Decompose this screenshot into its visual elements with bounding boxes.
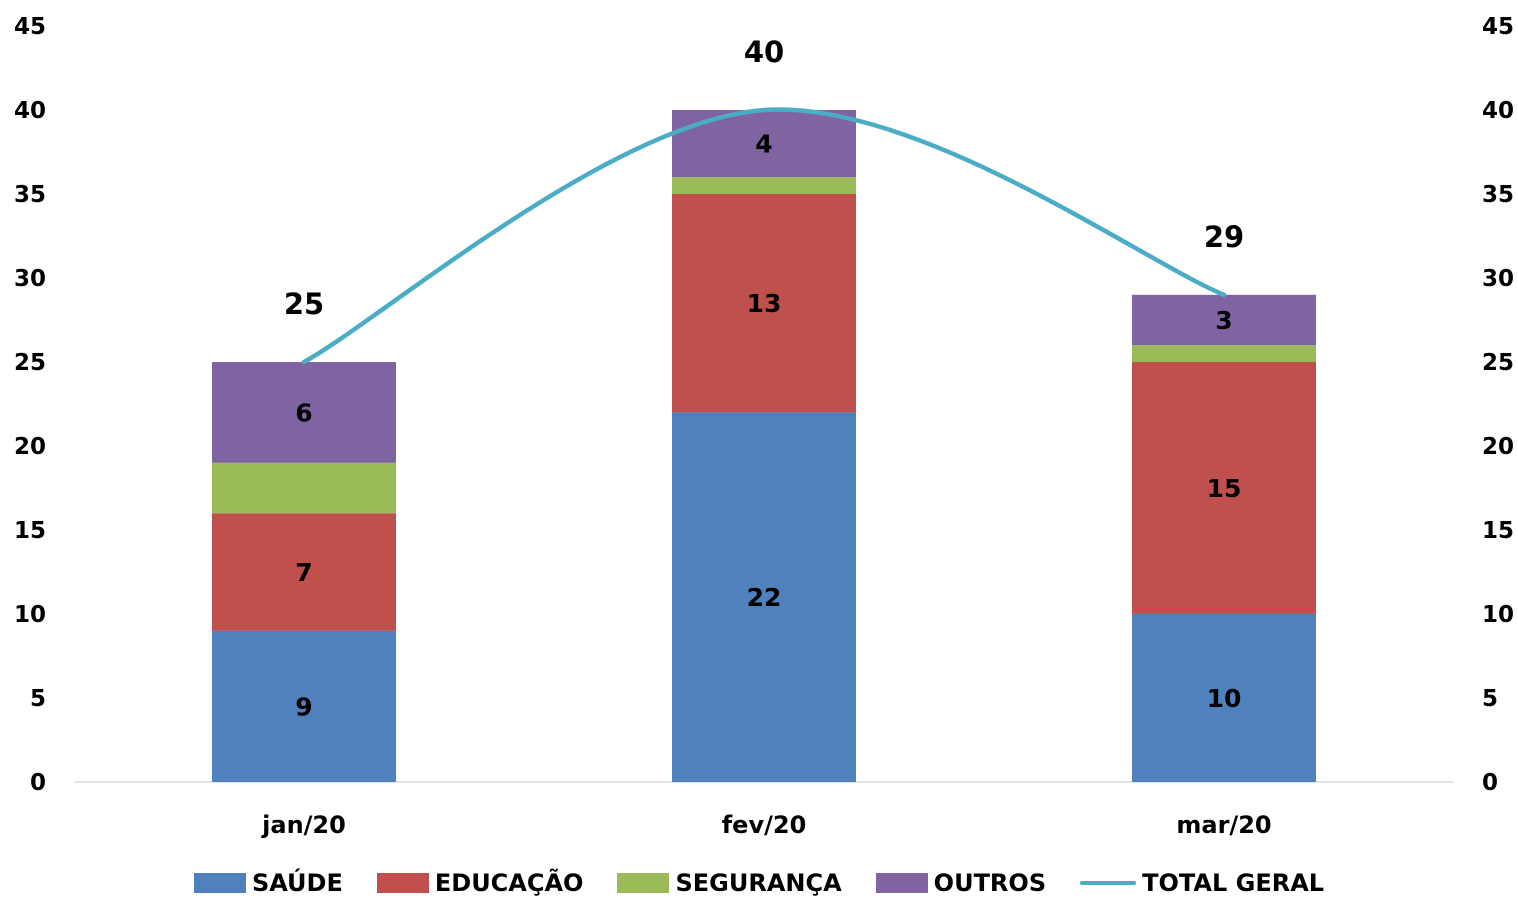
- bar-segment: [1132, 614, 1316, 782]
- y-tick-right: 20: [1482, 434, 1514, 460]
- y-tick-left: 40: [14, 98, 46, 124]
- bar-data-label: 6: [295, 398, 312, 427]
- bar-data-label: 22: [747, 583, 782, 612]
- legend-item-total-geral: TOTAL GERAL: [1080, 869, 1324, 897]
- y-tick-left: 20: [14, 434, 46, 460]
- total-geral-line: [301, 107, 1227, 365]
- legend-item-saude: SAÚDE: [193, 869, 343, 897]
- legend-label-outros: OUTROS: [933, 869, 1047, 897]
- legend-swatch-educacao: [376, 873, 429, 893]
- y-tick-right: 35: [1482, 182, 1514, 208]
- bar-segment: [212, 513, 396, 631]
- bar-data-label: 7: [295, 558, 312, 587]
- legend-item-outros: OUTROS: [875, 869, 1047, 897]
- legend-line-total-geral: [1080, 881, 1137, 885]
- bar-segment: [212, 362, 396, 463]
- y-tick-left: 15: [14, 518, 46, 544]
- bar-segment: [212, 630, 396, 782]
- total-data-label: 40: [744, 35, 784, 69]
- y-tick-left: 5: [30, 686, 46, 712]
- y-tick-right: 15: [1482, 518, 1514, 544]
- total-data-label: 25: [284, 287, 324, 321]
- bar-segment: [1132, 362, 1316, 614]
- y-tick-right: 25: [1482, 350, 1514, 376]
- bar-segment: [1132, 294, 1316, 346]
- legend-label-saude: SAÚDE: [251, 869, 343, 897]
- bar-segment: [672, 412, 856, 782]
- y-tick-right: 0: [1482, 770, 1498, 796]
- y-tick-left: 10: [14, 602, 46, 628]
- legend-item-seguranca: SEGURANÇA: [617, 869, 842, 897]
- bar-data-label: 9: [295, 692, 312, 721]
- y-tick-left: 30: [14, 266, 46, 292]
- y-tick-right: 45: [1482, 14, 1514, 40]
- bar-data-label: 3: [1215, 306, 1232, 335]
- x-tick-label: mar/20: [1176, 811, 1271, 839]
- total-data-label: 29: [1204, 220, 1244, 254]
- bar-segment: [672, 177, 856, 194]
- x-tick-label: jan/20: [261, 811, 346, 839]
- bar-data-label: 13: [747, 289, 782, 318]
- legend-label-educacao: EDUCAÇÃO: [434, 869, 584, 897]
- legend-label-total-geral: TOTAL GERAL: [1142, 869, 1325, 897]
- y-tick-left: 35: [14, 182, 46, 208]
- chart: 0 5 10 15 20 25 30 35 40 45 0 5 10 15 20 25 30 35 40 45 jan/…: [14, 14, 1514, 839]
- legend-item-educacao: EDUCAÇÃO: [376, 869, 584, 897]
- y-tick-right: 5: [1482, 686, 1498, 712]
- y-tick-right: 30: [1482, 266, 1514, 292]
- legend: SAÚDE EDUCAÇÃO SEGURANÇA OUTROS TOTAL GE…: [0, 866, 1518, 900]
- y-tick-right: 10: [1482, 602, 1514, 628]
- legend-swatch-outros: [875, 873, 928, 893]
- bar-data-label: 4: [755, 130, 772, 159]
- y-tick-left: 0: [30, 770, 46, 796]
- y-tick-right: 40: [1482, 98, 1514, 124]
- x-tick-label: fev/20: [722, 811, 807, 839]
- legend-swatch-saude: [193, 873, 246, 893]
- legend-label-seguranca: SEGURANÇA: [675, 869, 842, 897]
- legend-swatch-seguranca: [617, 873, 670, 893]
- bar-segment: [1132, 345, 1316, 362]
- bar-data-label: 15: [1207, 474, 1242, 503]
- bar-data-label: 10: [1207, 684, 1242, 713]
- bar-segment: [212, 462, 396, 514]
- y-tick-left: 45: [14, 14, 46, 40]
- bar-segment: [672, 194, 856, 413]
- y-tick-left: 25: [14, 350, 46, 376]
